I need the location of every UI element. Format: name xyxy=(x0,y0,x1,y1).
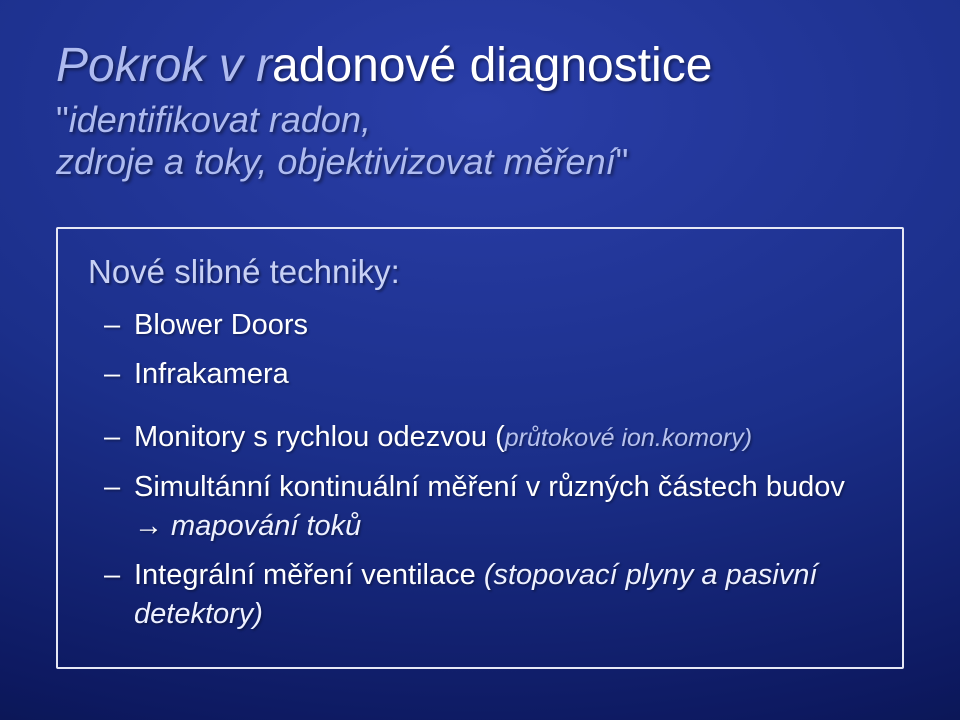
spacer xyxy=(86,399,874,413)
bullet4-b: mapování toků xyxy=(163,510,361,542)
title-white-1: adonové xyxy=(272,39,456,92)
subtitle-line2-post: ěření xyxy=(534,141,616,182)
lead-text: Nové slibné techniky: xyxy=(88,253,874,291)
slide-subtitle: "identifikovat radon, zdroje a toky, obj… xyxy=(56,99,904,183)
slide: Pokrok v radonové diagnostice "identifik… xyxy=(0,0,960,720)
open-quote: " xyxy=(56,99,69,140)
subtitle-line1: identifikovat radon, xyxy=(69,99,371,140)
bullet-item: Simultánní kontinuální měření v různých … xyxy=(134,463,874,551)
bullet-item: Monitory s rychlou odezvou (průtokové io… xyxy=(134,413,874,462)
subtitle-line2-pre: zdroje a toky, objektivizovat m xyxy=(56,141,534,182)
bullet3-prefix: Monitory s rychlou odezvou xyxy=(134,421,495,453)
bullet3-paren: ( xyxy=(495,421,505,453)
slide-title: Pokrok v radonové diagnostice xyxy=(56,38,904,93)
arrow-icon: → xyxy=(134,510,163,542)
bullet4-a: Simultánní kontinuální měření v různých … xyxy=(134,471,845,503)
close-quote: " xyxy=(616,141,629,182)
bullet-list: Blower Doors Infrakamera xyxy=(86,301,874,399)
bullet5-pre: Integrální měření ventilace xyxy=(134,559,484,591)
bullet-item: Blower Doors xyxy=(134,301,874,350)
bullet3-italic: průtokové ion.komory) xyxy=(505,424,752,452)
bullet-item: Integrální měření ventilace (stopovací p… xyxy=(134,551,874,639)
bullet-list-2: Monitory s rychlou odezvou (průtokové io… xyxy=(86,413,874,639)
title-accent-1: Pokrok v r xyxy=(56,39,272,92)
title-white-2: diagnostice xyxy=(470,39,713,92)
bullet-item: Infrakamera xyxy=(134,350,874,399)
content-box: Nové slibné techniky: Blower Doors Infra… xyxy=(56,227,904,669)
